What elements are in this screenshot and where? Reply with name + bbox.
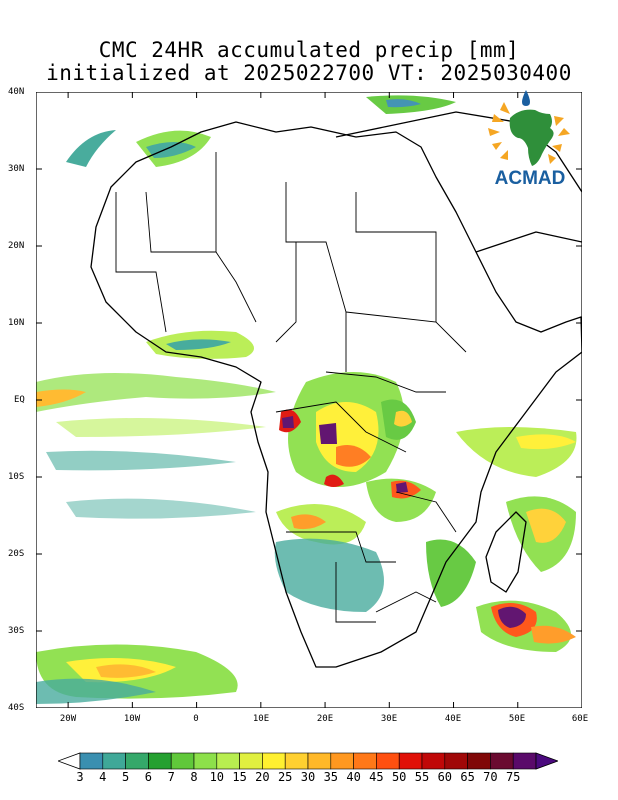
colorbar-high-end <box>535 752 558 770</box>
colorbar-swatch <box>512 752 537 770</box>
colorbar-swatch <box>330 752 354 770</box>
colorbar-low-end <box>58 752 81 770</box>
map-title-line1: CMC 24HR accumulated precip [mm] <box>98 38 520 62</box>
lon-label-60e: 60E <box>571 714 589 724</box>
lon-label-50e: 50E <box>508 714 526 724</box>
colorbar-swatch <box>284 752 309 770</box>
colorbar-label: 45 <box>369 770 384 784</box>
colorbar-swatch <box>307 752 332 770</box>
colorbar-swatch <box>170 752 195 770</box>
colorbar-label: 30 <box>300 770 316 784</box>
acmad-logo: ACMAD <box>488 90 570 188</box>
lon-label-30e: 30E <box>380 714 398 724</box>
country-borders <box>115 152 467 623</box>
precip-map <box>36 92 582 708</box>
colorbar-swatch <box>353 752 377 770</box>
colorbar-swatch <box>216 752 240 770</box>
africa-silhouette-icon <box>509 109 554 166</box>
lon-label-10e: 10E <box>252 714 270 724</box>
colorbar-swatch <box>467 752 491 770</box>
lat-label-20s: 20S <box>8 549 25 559</box>
lat-label-20n: 20N <box>8 241 25 251</box>
lat-label-40s: 40S <box>8 703 25 713</box>
colorbar-label: 7 <box>167 770 175 784</box>
colorbar-label: 40 <box>346 770 361 784</box>
colorbar-label: 65 <box>460 770 475 784</box>
precip-colorbar <box>58 752 558 770</box>
colorbar-swatch <box>79 752 104 770</box>
colorbar-swatch <box>262 752 286 770</box>
colorbar-label: 8 <box>190 770 198 784</box>
colorbar-label: 50 <box>391 770 407 784</box>
colorbar-swatch <box>376 752 400 770</box>
lon-label-20w: 20W <box>59 714 77 724</box>
lat-label-10n: 10N <box>8 318 25 328</box>
colorbar-label: 55 <box>414 770 430 784</box>
colorbar-swatch <box>398 752 423 770</box>
colorbar-label: 3 <box>76 770 84 784</box>
lat-label-30s: 30S <box>8 626 25 636</box>
colorbar-label: 35 <box>323 770 339 784</box>
colorbar-swatch <box>421 752 446 770</box>
colorbar-label: 70 <box>483 770 498 784</box>
lat-label-eq: EQ <box>14 395 25 405</box>
lat-label-40n: 40N <box>8 87 25 97</box>
colorbar-swatch <box>125 752 149 770</box>
lat-label-10s: 10S <box>8 472 25 482</box>
precip-field <box>36 95 577 704</box>
colorbar-swatch <box>239 752 263 770</box>
colorbar-label: 10 <box>209 770 225 784</box>
colorbar-label: 25 <box>277 770 293 784</box>
colorbar-label: 15 <box>232 770 247 784</box>
colorbar-label: 75 <box>505 770 521 784</box>
lon-label-40e: 40E <box>444 714 462 724</box>
colorbar-label: 6 <box>144 770 152 784</box>
lon-label-0: 0 <box>193 714 199 724</box>
colorbar-swatch <box>102 752 126 770</box>
lon-label-10w: 10W <box>123 714 141 724</box>
colorbar-label: 20 <box>255 770 270 784</box>
colorbar-swatch <box>444 752 468 770</box>
sun-rays-icon <box>488 102 570 164</box>
colorbar-swatch <box>148 752 172 770</box>
colorbar-swatch <box>490 752 514 770</box>
lon-label-20e: 20E <box>316 714 334 724</box>
lat-label-30n: 30N <box>8 164 25 174</box>
raindrop-icon <box>522 90 530 106</box>
colorbar-label: 4 <box>99 770 107 784</box>
map-title-line2: initialized at 2025022700 VT: 2025030400 <box>46 61 572 85</box>
acmad-logo-text: ACMAD <box>495 168 566 188</box>
colorbar-label: 60 <box>437 770 453 784</box>
colorbar-label: 5 <box>121 770 130 784</box>
colorbar-swatch <box>193 752 218 770</box>
